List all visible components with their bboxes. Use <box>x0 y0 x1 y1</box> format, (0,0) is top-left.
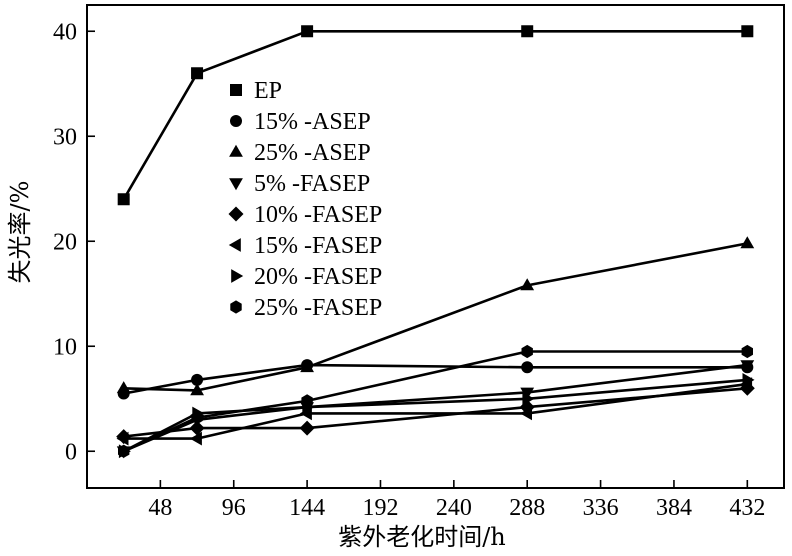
data-point <box>189 431 202 446</box>
legend-label: 25% -FASEP <box>254 295 382 321</box>
data-point <box>300 360 314 373</box>
series-7 <box>118 344 753 458</box>
data-point <box>520 406 532 421</box>
series-line <box>122 30 748 200</box>
data-point <box>301 394 313 408</box>
y-tick-label: 0 <box>65 439 77 465</box>
series-0 <box>117 25 754 206</box>
data-point <box>189 420 205 436</box>
x-tick-label: 240 <box>436 495 472 521</box>
x-tick-label: 432 <box>729 495 765 521</box>
data-point <box>191 373 204 386</box>
data-point <box>520 278 535 291</box>
data-point <box>742 373 755 387</box>
legend: EP 15% -ASEP 25% -ASEP 5% -FASEP 10% -FASEP 1… <box>228 78 382 321</box>
data-point <box>740 360 755 373</box>
legend-label: 25% -ASEP <box>254 140 371 166</box>
series-1 <box>117 359 754 400</box>
data-point <box>301 25 314 38</box>
y-tick-label: 10 <box>53 334 77 360</box>
legend-label: EP <box>254 78 282 104</box>
x-tick-label: 192 <box>362 495 398 521</box>
data-point <box>741 25 754 38</box>
data-point <box>521 344 533 359</box>
legend-label: 5% -FASEP <box>254 171 370 197</box>
legend-label: 15% -ASEP <box>254 109 371 135</box>
plot-frame <box>86 4 785 489</box>
legend-item: 15% -ASEP <box>230 109 371 135</box>
x-tick-label: 336 <box>583 495 619 521</box>
legend-item: 25% -ASEP <box>229 140 371 166</box>
x-tick-label: 288 <box>509 495 545 521</box>
legend-marker <box>230 300 242 314</box>
y-tick-label: 20 <box>53 229 77 255</box>
data-point <box>118 444 130 458</box>
legend-label: 20% -FASEP <box>254 264 382 290</box>
x-tick-label: 48 <box>148 495 172 521</box>
legend-item: 20% -FASEP <box>231 264 382 290</box>
data-point <box>741 344 753 359</box>
y-axis-title: 失光率/% <box>6 181 34 284</box>
x-tick-label: 384 <box>656 495 692 521</box>
data-point <box>191 411 203 425</box>
data-point <box>521 361 534 374</box>
legend-item: EP <box>230 78 282 104</box>
legend-item: 25% -FASEP <box>230 295 382 321</box>
legend-marker <box>230 84 242 96</box>
data-point <box>522 391 535 406</box>
data-point <box>116 431 129 446</box>
series-2 <box>116 236 755 396</box>
legend-label: 15% -FASEP <box>254 233 382 259</box>
y-tick-label: 30 <box>53 124 77 150</box>
data-point <box>117 193 130 206</box>
legend-item: 15% -FASEP <box>228 233 382 259</box>
axes: 48 96 144 192 240 288 336 384 432 0 10 20 30 40 <box>53 4 785 521</box>
legend-label: 10% -FASEP <box>254 202 382 228</box>
legend-item: 5% -FASEP <box>229 171 370 197</box>
series-line <box>123 363 748 395</box>
legend-marker <box>231 269 244 283</box>
data-point <box>190 383 204 396</box>
x-tick-label: 144 <box>289 495 325 521</box>
legend-marker <box>228 238 241 252</box>
y-tick-label: 40 <box>53 19 77 45</box>
data-point <box>521 25 534 38</box>
legend-item: 10% -FASEP <box>228 202 382 228</box>
x-axis-title: 紫外老化时间/h <box>338 523 506 551</box>
legend-marker <box>229 144 243 157</box>
series-3 <box>116 360 755 459</box>
data-point <box>191 67 204 80</box>
legend-marker <box>230 115 242 127</box>
x-tick-label: 96 <box>222 495 246 521</box>
data-point <box>116 381 131 394</box>
data-point <box>520 387 535 400</box>
data-point <box>299 420 315 436</box>
series-layer <box>116 25 755 459</box>
data-point <box>740 236 755 249</box>
legend-marker <box>228 206 244 222</box>
legend-marker <box>229 178 243 191</box>
